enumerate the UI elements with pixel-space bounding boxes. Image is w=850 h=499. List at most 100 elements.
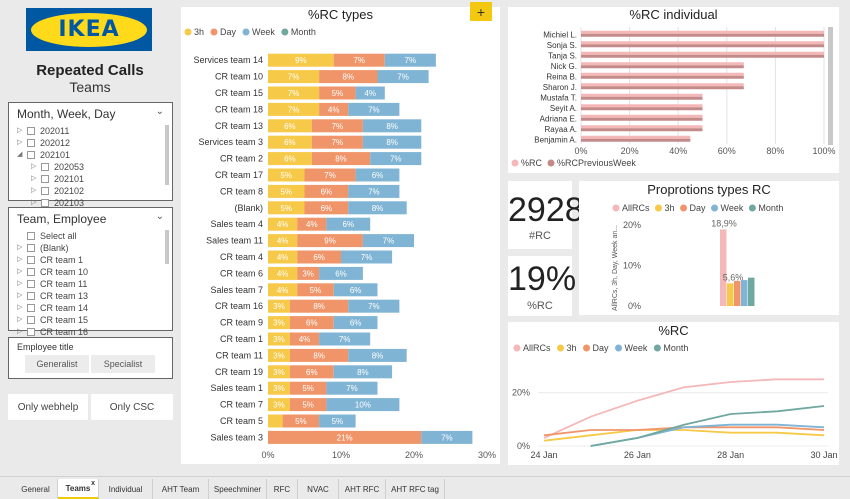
expand-icon[interactable]: ▷	[17, 268, 23, 275]
close-icon[interactable]: x	[91, 480, 95, 487]
bar-segment	[348, 102, 400, 116]
slicer-item-label: (Blank)	[40, 243, 69, 253]
add-page-button[interactable]: +	[470, 2, 492, 21]
expand-icon[interactable]: ▷	[17, 244, 23, 251]
data-label: 7%	[441, 433, 453, 442]
slicer-item[interactable]: ▷ 202012	[17, 137, 172, 149]
slicer-item[interactable]: ▷ CR team 15	[17, 314, 172, 326]
bar-segment	[268, 250, 298, 264]
expand-icon[interactable]: ▷	[17, 280, 23, 287]
slicer-item[interactable]: ▷ CR team 13	[17, 290, 172, 302]
checkbox[interactable]	[27, 244, 35, 252]
expand-icon[interactable]: ▷	[31, 199, 37, 206]
checkbox[interactable]	[27, 316, 35, 324]
bar-segment	[268, 53, 334, 67]
tab-general[interactable]: General	[14, 479, 58, 499]
chevron-down-icon[interactable]: ⌄	[155, 106, 164, 117]
data-label: 6%	[321, 204, 333, 213]
slicer-item[interactable]: ▷ CR team 11	[17, 278, 172, 290]
expand-icon[interactable]: ▷	[31, 175, 37, 182]
bar-segment	[268, 365, 290, 379]
tab-nvac[interactable]: NVAC	[298, 479, 339, 499]
data-label: 8%	[335, 155, 347, 164]
data-label: 6%	[284, 138, 296, 147]
expand-icon[interactable]: ▷	[31, 187, 37, 194]
slicer-item[interactable]: ▷ 202101	[17, 173, 172, 185]
slicer-item[interactable]: ▷ CR team 1	[17, 254, 172, 266]
checkbox[interactable]	[27, 127, 35, 135]
checkbox[interactable]	[27, 151, 35, 159]
checkbox[interactable]	[27, 280, 35, 288]
checkbox[interactable]	[41, 199, 49, 207]
checkbox[interactable]	[41, 163, 49, 171]
checkbox[interactable]	[27, 139, 35, 147]
team-slicer[interactable]: Team, Employee ⌄ Select all ▷ (Blank) ▷ CR te…	[8, 207, 173, 337]
data-label: 7%	[324, 171, 336, 180]
x-tick-label: 30%	[478, 450, 496, 460]
bar-segment	[355, 86, 385, 100]
data-label: 6%	[313, 253, 325, 262]
slicer-item[interactable]: ▷ CR team 16	[17, 326, 172, 338]
bar-segment	[297, 234, 363, 248]
tab-teams[interactable]: Teams x	[58, 479, 99, 499]
tab-speechminer[interactable]: Speechminer	[209, 479, 267, 499]
slicer-item[interactable]: Select all	[17, 230, 172, 242]
tab-aht-team[interactable]: AHT Team	[153, 479, 209, 499]
slicer-item[interactable]: ▷ 202102	[17, 185, 172, 197]
checkbox[interactable]	[27, 268, 35, 276]
rc-individual-chart: 0% 20% 40% 60% 80% 100% Michiel L. Sonja S.Tanj…	[511, 27, 836, 168]
generalist-button[interactable]: Generalist	[25, 355, 89, 373]
category-label: Rayaa A.	[545, 125, 577, 134]
only-webhelp-button[interactable]: Only webhelp	[8, 394, 88, 420]
checkbox[interactable]	[27, 256, 35, 264]
checkbox[interactable]	[41, 175, 49, 183]
x-tick-label: 80%	[766, 146, 784, 156]
chevron-down-icon[interactable]: ⌄	[155, 211, 164, 222]
slicer-item[interactable]: ▷ CR team 14	[17, 302, 172, 314]
bar-segment	[268, 217, 298, 231]
slicer-item[interactable]: ▷ CR team 10	[17, 266, 172, 278]
tab-aht-rfc-tag[interactable]: AHT RFC tag	[386, 479, 445, 499]
checkbox[interactable]	[27, 232, 35, 240]
period-slicer[interactable]: Month, Week, Day ⌄ ▷ 202011 ▷ 202012 ◢ 202101 ▷…	[8, 102, 173, 208]
expand-icon[interactable]: ▷	[17, 304, 23, 311]
expand-icon[interactable]: ▷	[17, 328, 23, 335]
bar-segment	[333, 283, 378, 297]
expand-icon[interactable]: ▷	[17, 256, 23, 263]
bar-week	[741, 280, 748, 306]
data-label: 8%	[386, 138, 398, 147]
only-csc-button[interactable]: Only CSC	[91, 394, 173, 420]
slicer-item-label: 202102	[54, 186, 85, 196]
bar-segment	[289, 398, 327, 412]
checkbox[interactable]	[27, 292, 35, 300]
expand-icon[interactable]: ▷	[17, 127, 23, 134]
checkbox[interactable]	[27, 304, 35, 312]
tab-rfc[interactable]: RFC	[267, 479, 298, 499]
slicer-item[interactable]: ◢ 202101	[17, 149, 172, 161]
scrollbar[interactable]	[165, 125, 169, 185]
expand-icon[interactable]: ▷	[17, 292, 23, 299]
category-label: CR team 19	[215, 367, 263, 377]
tab-individual[interactable]: Individual	[99, 479, 153, 499]
scrollbar[interactable]	[165, 230, 169, 264]
x-tick-label: 40%	[669, 146, 687, 156]
slicer-item[interactable]: ▷ 202011	[17, 125, 172, 137]
slicer-item[interactable]: ▷ (Blank)	[17, 242, 172, 254]
specialist-button[interactable]: Specialist	[91, 355, 155, 373]
data-label: 4%	[277, 269, 289, 278]
slicer-item[interactable]: ▷ 202103	[17, 197, 172, 209]
bar-rc-previous-week	[581, 96, 703, 100]
bar-segment	[268, 414, 283, 428]
slicer-item[interactable]: ▷ 202053	[17, 161, 172, 173]
expanded-icon[interactable]: ◢	[17, 151, 23, 158]
data-label: 5%	[280, 204, 292, 213]
tab-aht-rfc[interactable]: AHT RFC	[339, 479, 386, 499]
expand-icon[interactable]: ▷	[31, 163, 37, 170]
expand-icon[interactable]: ▷	[17, 139, 23, 146]
checkbox[interactable]	[27, 328, 35, 336]
legend-label: Day	[220, 27, 237, 37]
expand-icon[interactable]: ▷	[17, 316, 23, 323]
checkbox[interactable]	[41, 187, 49, 195]
bar-segment	[268, 70, 320, 84]
rc-pct-label: %RC	[527, 300, 553, 312]
